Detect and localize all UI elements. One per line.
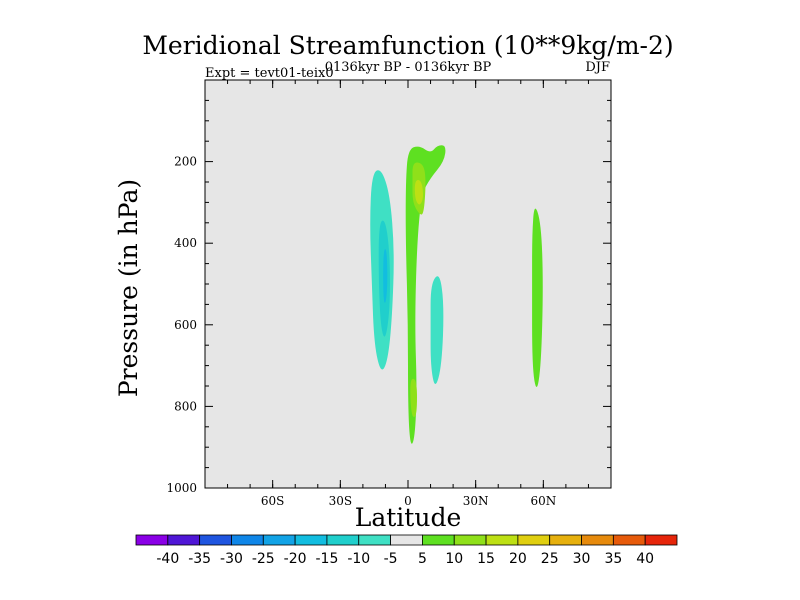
contour-sh-cell-core	[383, 249, 388, 303]
contour-eq-lower-inner	[410, 378, 417, 417]
colorbar-label: -5	[384, 551, 398, 567]
x-tick-label: 30S	[329, 494, 353, 508]
y-tick-label: 1000	[166, 481, 197, 495]
colorbar-swatch	[262, 534, 296, 546]
contour-sh-thin-strip	[262, 220, 265, 411]
colorbar-swatch	[644, 534, 678, 546]
colorbar-swatch	[390, 534, 423, 546]
time-period-label: 0136kyr BP - 0136kyr BP	[325, 60, 492, 75]
colorbar-label: -10	[347, 551, 370, 567]
colorbar-swatch	[549, 534, 582, 546]
x-axis-label: Latitude	[355, 503, 462, 532]
colorbar-label: -30	[220, 551, 243, 567]
colorbar-swatch	[453, 534, 487, 546]
season-label: DJF	[585, 60, 610, 75]
colorbar-label: 30	[573, 551, 591, 567]
y-tick-label: 800	[174, 399, 197, 413]
colorbar-swatch	[326, 534, 360, 546]
colorbar-label: 15	[477, 551, 495, 567]
colorbar-swatch	[581, 534, 614, 546]
colorbar-label: 5	[418, 551, 427, 567]
colorbar-label: 40	[636, 551, 654, 567]
colorbar-label: -35	[188, 551, 211, 567]
x-tick-label: 60S	[261, 494, 285, 508]
colorbar-swatch	[485, 534, 519, 546]
colorbar-swatch	[612, 534, 646, 546]
colorbar-swatch	[358, 534, 391, 546]
colorbar: -40 -35 -30 -25 -20 -15 -10 -5 5 10 15 20 25 30 35 40	[135, 534, 678, 567]
x-tick-label: 30N	[463, 494, 489, 508]
y-tick-label: 400	[174, 236, 197, 250]
colorbar-swatch	[294, 534, 328, 546]
experiment-label: Expt = tevt01-teix0	[205, 66, 334, 81]
colorbar-swatch	[135, 534, 169, 546]
colorbar-label: -15	[316, 551, 339, 567]
x-tick-label: 60N	[530, 494, 556, 508]
colorbar-swatch	[517, 534, 551, 546]
colorbar-label: -20	[284, 551, 307, 567]
x-tick-label: 0	[404, 494, 412, 508]
y-tick-label: 600	[174, 318, 197, 332]
contour-eq-positive-core	[414, 180, 424, 205]
colorbar-swatch	[231, 534, 264, 546]
axis-ticks: 60S 30S 0 30N 60N 200 400 600 800 1000	[166, 80, 611, 508]
contour-nh-lower-sliver	[470, 386, 473, 399]
colorbar-label: -40	[156, 551, 179, 567]
y-axis-label: Pressure (in hPa)	[114, 179, 143, 397]
contour-nh-midlat-inner	[532, 208, 543, 388]
colorbar-label: 10	[445, 551, 463, 567]
colorbar-label: 35	[604, 551, 622, 567]
contour-eq-top-sliver	[429, 80, 432, 89]
contour-nh-negative-inner	[430, 276, 444, 384]
contour-nh-far-column	[565, 159, 579, 398]
contour-nh-thin-column	[480, 108, 489, 362]
colorbar-swatch	[199, 534, 232, 546]
chart-title: Meridional Streamfunction (10**9kg/m-2)	[142, 31, 673, 60]
contour-regions	[262, 80, 579, 472]
contour-eq-positive-mid	[405, 145, 446, 444]
colorbar-label: -25	[252, 551, 275, 567]
y-tick-label: 200	[174, 155, 197, 169]
colorbar-label: 20	[509, 551, 527, 567]
colorbar-label: 25	[541, 551, 559, 567]
colorbar-swatch	[167, 534, 201, 546]
colorbar-swatch	[422, 534, 455, 546]
